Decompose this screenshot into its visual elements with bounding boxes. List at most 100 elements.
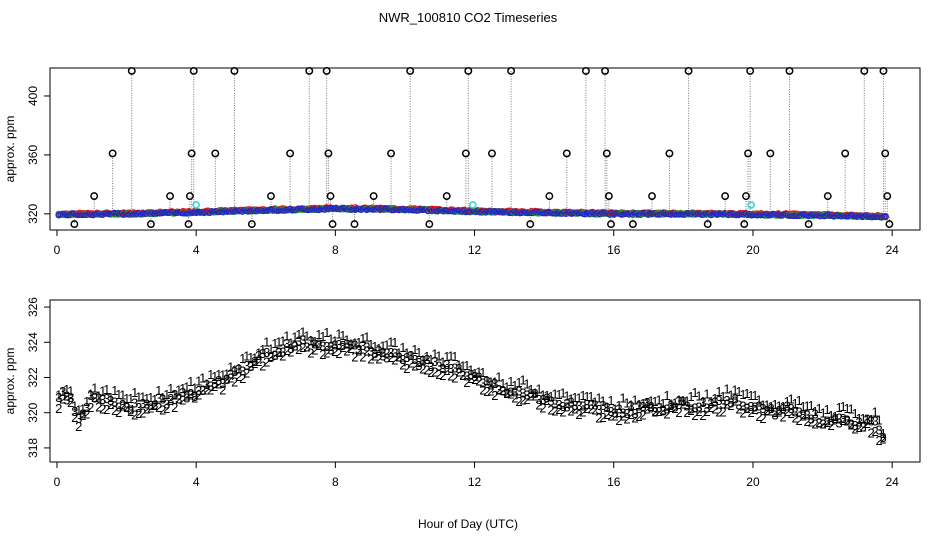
series-3-point: 3 bbox=[675, 394, 682, 409]
series-1-point: 1 bbox=[351, 335, 358, 350]
series-1-point: 1 bbox=[423, 349, 430, 364]
series-3-point: 3 bbox=[227, 367, 234, 382]
series-2-point: 2 bbox=[763, 404, 770, 419]
series-3-point: 3 bbox=[155, 390, 162, 405]
y-axis-title-top: approx. ppm bbox=[3, 116, 17, 183]
series-3-point: 3 bbox=[367, 343, 374, 358]
series-1-point: 1 bbox=[379, 338, 386, 353]
series-2-point: 2 bbox=[591, 403, 598, 418]
series-1-point: 1 bbox=[699, 394, 706, 409]
series-1-point: 1 bbox=[859, 411, 866, 426]
series-2-point: 2 bbox=[183, 389, 190, 404]
calibration-point bbox=[328, 220, 337, 229]
series-3-point: 3 bbox=[559, 399, 566, 414]
series-2-point: 2 bbox=[131, 407, 138, 422]
series-3-point: 3 bbox=[163, 396, 170, 411]
calibration-point bbox=[488, 149, 496, 158]
x-tick-label: 16 bbox=[607, 475, 621, 489]
series-3-point: 3 bbox=[847, 416, 854, 431]
calibration-point bbox=[187, 149, 196, 158]
bottom-data-points: 1231231231231231231231231231231231231231… bbox=[55, 325, 887, 448]
series-1-point: 1 bbox=[843, 401, 850, 416]
series-3-point: 3 bbox=[827, 413, 834, 428]
series-1-point: 1 bbox=[215, 367, 222, 382]
series-1-point: 1 bbox=[227, 359, 234, 374]
top-point-cyan bbox=[192, 201, 200, 209]
series-3-point: 3 bbox=[747, 399, 754, 414]
series-3-point: 3 bbox=[867, 413, 874, 428]
series-2-point: 2 bbox=[115, 405, 122, 420]
series-2-point: 2 bbox=[795, 413, 802, 428]
series-1-point: 1 bbox=[527, 382, 534, 397]
series-3-point: 3 bbox=[203, 377, 210, 392]
series-2-point: 2 bbox=[407, 356, 414, 371]
series-1-point: 1 bbox=[791, 396, 798, 411]
series-2-point: 2 bbox=[735, 402, 742, 417]
series-2-point: 2 bbox=[107, 397, 114, 412]
series-3-point: 3 bbox=[483, 373, 490, 388]
series-3-point: 3 bbox=[219, 376, 226, 391]
series-2-point: 2 bbox=[855, 420, 862, 435]
calibration-point bbox=[184, 220, 193, 229]
series-1-point: 1 bbox=[303, 328, 310, 343]
series-1-point: 1 bbox=[395, 345, 402, 360]
series-2-point: 2 bbox=[351, 350, 358, 365]
calibration-point bbox=[881, 149, 890, 158]
series-1-point: 1 bbox=[363, 330, 370, 345]
series-3-point: 3 bbox=[307, 334, 314, 349]
series-3-point: 3 bbox=[499, 384, 506, 399]
series-3-point: 3 bbox=[635, 399, 642, 414]
series-3-point: 3 bbox=[179, 385, 186, 400]
series-1-point: 1 bbox=[855, 411, 862, 426]
series-1-point: 1 bbox=[195, 374, 202, 389]
series-1-point: 1 bbox=[635, 397, 642, 412]
series-2-point: 2 bbox=[415, 355, 422, 370]
series-3-point: 3 bbox=[611, 406, 618, 421]
series-1-point: 1 bbox=[443, 349, 450, 364]
series-3-point: 3 bbox=[547, 393, 554, 408]
series-3-point: 3 bbox=[623, 406, 630, 421]
series-2-point: 2 bbox=[271, 347, 278, 362]
series-3-point: 3 bbox=[139, 396, 146, 411]
series-1-point: 1 bbox=[639, 396, 646, 411]
series-2-point: 2 bbox=[539, 401, 546, 416]
series-1-point: 1 bbox=[511, 378, 518, 393]
series-2-point: 2 bbox=[239, 371, 246, 386]
series-2-point: 2 bbox=[483, 384, 490, 399]
series-2-point: 2 bbox=[199, 383, 206, 398]
x-axis-title: Hour of Day (UTC) bbox=[418, 517, 518, 531]
series-1-point: 1 bbox=[275, 335, 282, 350]
series-2-point: 2 bbox=[787, 406, 794, 421]
series-2-point: 2 bbox=[791, 411, 798, 426]
series-3-point: 3 bbox=[491, 376, 498, 391]
series-2-point: 2 bbox=[847, 418, 854, 433]
series-3-point: 3 bbox=[647, 401, 654, 416]
series-3-point: 3 bbox=[687, 402, 694, 417]
series-2-point: 2 bbox=[359, 350, 366, 365]
series-2-point: 2 bbox=[443, 363, 450, 378]
series-1-point: 1 bbox=[223, 367, 230, 382]
series-2-point: 2 bbox=[135, 406, 142, 421]
series-1-point: 1 bbox=[687, 389, 694, 404]
series-2-point: 2 bbox=[803, 414, 810, 429]
series-3-point: 3 bbox=[147, 398, 154, 413]
series-1-point: 1 bbox=[715, 384, 722, 399]
series-1-point: 1 bbox=[683, 393, 690, 408]
series-2-point: 2 bbox=[675, 405, 682, 420]
calibration-point bbox=[406, 66, 415, 75]
series-3-point: 3 bbox=[223, 372, 230, 387]
series-2-point: 2 bbox=[475, 374, 482, 389]
x-tick-label: 16 bbox=[607, 243, 621, 257]
series-1-point: 1 bbox=[375, 341, 382, 356]
series-2-point: 2 bbox=[71, 410, 78, 425]
series-3-point: 3 bbox=[91, 390, 98, 405]
series-3-point: 3 bbox=[763, 403, 770, 418]
series-3-point: 3 bbox=[151, 397, 158, 412]
series-3-point: 3 bbox=[711, 394, 718, 409]
series-1-point: 1 bbox=[799, 399, 806, 414]
series-2-point: 2 bbox=[331, 344, 338, 359]
series-3-point: 3 bbox=[251, 354, 258, 369]
series-3-point: 3 bbox=[783, 398, 790, 413]
series-2-point: 2 bbox=[127, 404, 134, 419]
series-1-point: 1 bbox=[207, 367, 214, 382]
